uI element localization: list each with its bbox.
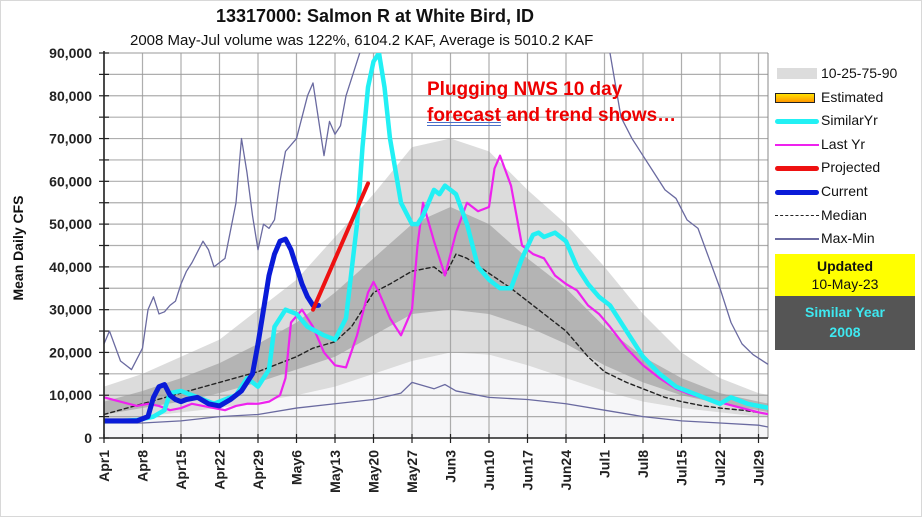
legend-label: Estimated xyxy=(821,88,884,105)
series-max-min-max- xyxy=(104,53,768,371)
x-tick-label: Jul8 xyxy=(635,450,651,478)
x-tick-label: Jul22 xyxy=(712,450,728,486)
similar-year-label: Similar Year xyxy=(805,304,885,320)
legend-item-projected: Projected xyxy=(775,156,915,180)
chart-legend: 10-25-75-90 Estimated SimilarYr Last Yr Proj… xyxy=(775,62,915,251)
annotation-line-2: forecast and trend shows… xyxy=(427,103,676,129)
series-median xyxy=(104,253,768,416)
x-tick-label: Apr1 xyxy=(96,450,112,482)
x-tick-label: May27 xyxy=(404,450,420,493)
series-max-min-min- xyxy=(104,381,768,428)
legend-label: 10-25-75-90 xyxy=(821,65,898,81)
x-tick-label: May13 xyxy=(327,450,343,493)
legend-label: Median xyxy=(821,206,867,223)
annotation-line-1: Plugging NWS 10 day xyxy=(427,79,623,100)
x-tick-label: May6 xyxy=(289,450,305,485)
similar-year-value: 2008 xyxy=(829,324,861,340)
y-tick-labels: 0 10,000 20,000 30,000 40,000 50,000 60,000 70,… xyxy=(49,45,92,446)
gridlines xyxy=(103,52,769,438)
x-tick-label: Apr15 xyxy=(173,450,189,490)
updated-box: Updated 10-May-23 xyxy=(775,254,915,296)
legend-label: Projected xyxy=(821,159,881,176)
updated-label: Updated xyxy=(817,258,873,274)
x-tick-label: Jun24 xyxy=(558,450,574,491)
y-tick-label: 70,000 xyxy=(49,131,92,147)
chart-subtitle: 2008 May-Jul volume was 122%, 6104.2 KAF… xyxy=(130,32,594,49)
y-tick-label: 40,000 xyxy=(49,259,92,275)
y-tick-label: 80,000 xyxy=(49,88,92,104)
x-tick-labels: Apr1 Apr8 Apr15 Apr22 Apr29 May6 May13 May20 May… xyxy=(96,450,767,493)
legend-swatch-median-icon xyxy=(775,214,819,216)
x-tick-label: Apr8 xyxy=(135,450,151,482)
x-tick-label: Jun17 xyxy=(520,450,536,491)
similar-year-box: Similar Year 2008 xyxy=(775,296,915,350)
legend-swatch-projected-icon xyxy=(775,166,819,172)
legend-item-maxmin: Max-Min xyxy=(775,227,915,251)
x-tick-label: Jul29 xyxy=(751,450,767,486)
legend-swatch-lastyr-icon xyxy=(775,143,819,146)
x-tick-label: Jun10 xyxy=(481,450,497,491)
y-tick-label: 50,000 xyxy=(49,216,92,232)
legend-item-band: 10-25-75-90 xyxy=(775,62,915,86)
legend-label: Current xyxy=(821,182,868,199)
y-tick-label: 90,000 xyxy=(49,45,92,61)
legend-item-similar: SimilarYr xyxy=(775,109,915,133)
legend-label: Last Yr xyxy=(821,135,866,152)
x-tick-label: May20 xyxy=(366,450,382,493)
x-tick-label: Apr29 xyxy=(250,450,266,490)
legend-item-current: Current xyxy=(775,180,915,204)
y-tick-label: 60,000 xyxy=(49,173,92,189)
x-tick-label: Jun3 xyxy=(443,450,459,483)
legend-swatch-similar-icon xyxy=(775,119,819,125)
legend-swatch-current-icon xyxy=(775,189,819,195)
annotation-link-forecast: forecast xyxy=(427,105,501,126)
series-last-yr xyxy=(104,154,768,416)
series-lines xyxy=(104,53,768,428)
y-tick-label: 30,000 xyxy=(49,302,92,318)
y-tick-label: 20,000 xyxy=(49,344,92,360)
updated-date: 10-May-23 xyxy=(811,276,879,292)
x-tick-label: Jul15 xyxy=(674,450,690,486)
chart-title: 13317000: Salmon R at White Bird, ID xyxy=(215,6,535,26)
legend-item-lastyr: Last Yr xyxy=(775,133,915,157)
legend-label: SimilarYr xyxy=(821,112,878,129)
legend-swatch-maxmin-icon xyxy=(775,237,819,240)
annotation-line-2-rest: and trend shows… xyxy=(500,105,677,126)
legend-swatch-band-icon xyxy=(775,68,819,79)
legend-item-estimated: Estimated xyxy=(775,86,915,110)
y-tick-label: 0 xyxy=(84,430,92,446)
x-tick-label: Jul1 xyxy=(597,450,613,478)
x-tick-label: Apr22 xyxy=(212,450,228,490)
axes xyxy=(99,51,768,443)
y-tick-label: 10,000 xyxy=(49,387,92,403)
legend-label: Max-Min xyxy=(821,230,875,247)
series-projected xyxy=(311,181,370,312)
legend-swatch-estimated-icon xyxy=(775,92,819,103)
forecast-annotation: Plugging NWS 10 day forecast and trend s… xyxy=(427,77,676,129)
series-current xyxy=(104,236,321,424)
legend-item-median: Median xyxy=(775,204,915,228)
